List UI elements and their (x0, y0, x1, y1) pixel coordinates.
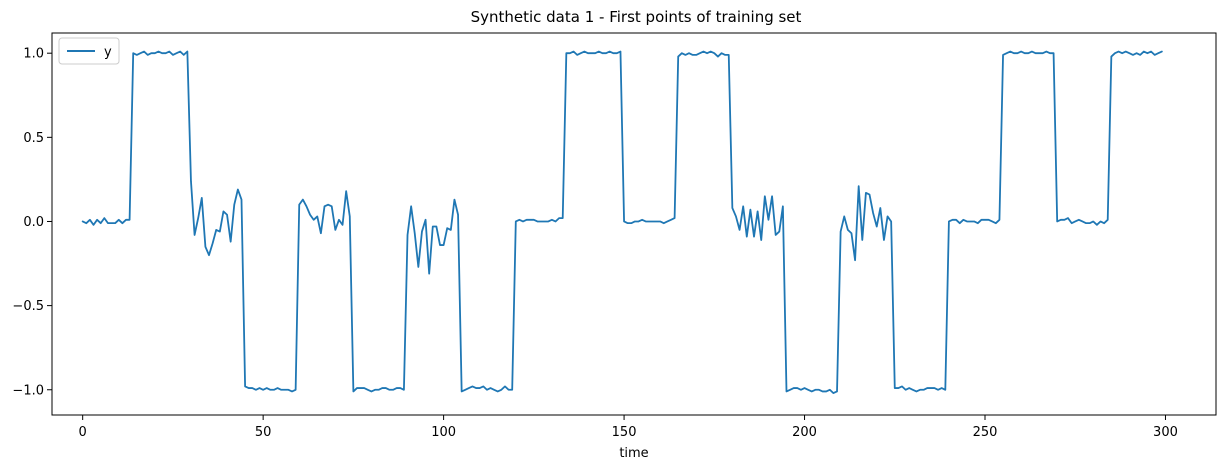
series-line-y (81, 50, 1163, 395)
legend: y (58, 37, 120, 65)
legend-label-y: y (104, 45, 112, 60)
y-tick-label: −1.0 (12, 383, 44, 398)
y-axis: −1.0 −0.5 0.0 0.5 1.0 (12, 47, 52, 398)
y-tick-label: 1.0 (23, 47, 44, 62)
x-tick-label: 50 (255, 425, 272, 440)
x-tick-label: 250 (973, 425, 998, 440)
x-tick-label: 150 (612, 425, 637, 440)
plot-area (81, 50, 1163, 395)
x-axis-label: time (619, 446, 648, 461)
x-tick-label: 100 (431, 425, 456, 440)
y-tick-label: 0.5 (23, 131, 44, 146)
axes-frame (51, 32, 1217, 416)
chart-title: Synthetic data 1 - First points of train… (471, 8, 802, 26)
x-tick-label: 300 (1153, 425, 1178, 440)
x-axis: 0 50 100 150 200 250 300 (79, 415, 1178, 440)
y-tick-label: −0.5 (12, 299, 44, 314)
x-tick-label: 0 (79, 425, 87, 440)
y-tick-label: 0.0 (23, 215, 44, 230)
x-tick-label: 200 (792, 425, 817, 440)
